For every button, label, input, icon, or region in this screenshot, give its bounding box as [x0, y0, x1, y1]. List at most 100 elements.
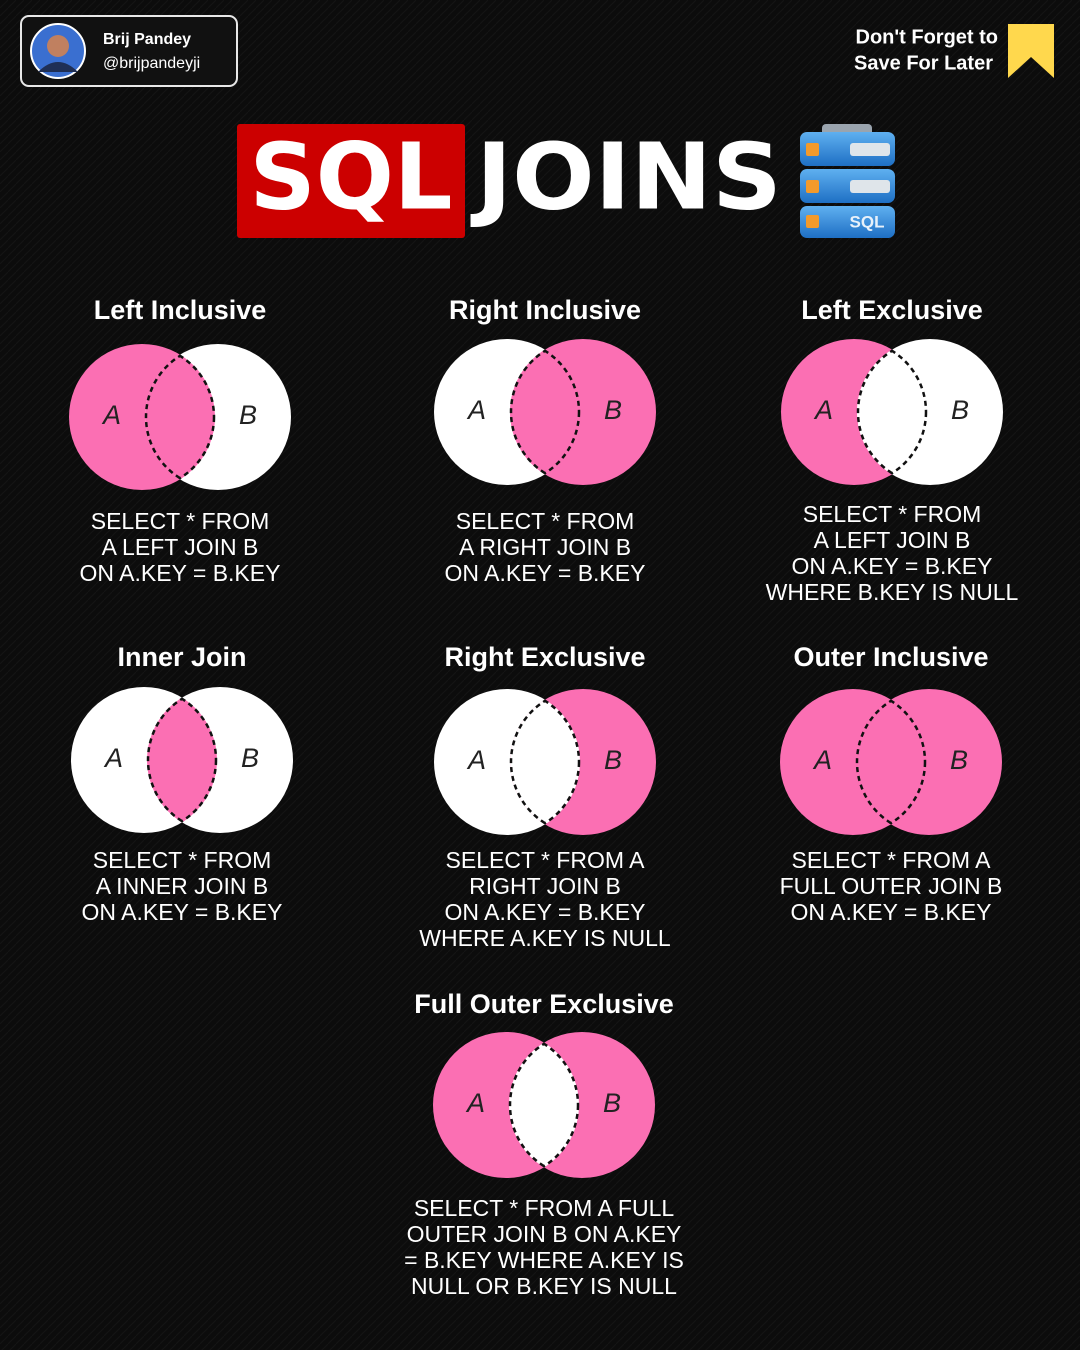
query-line: ON A.KEY = B.KEY: [445, 899, 646, 925]
query-line: ON A.KEY = B.KEY: [791, 899, 992, 925]
dashed-edge: [147, 687, 218, 833]
author-handle: @brijpandeyji: [103, 55, 200, 72]
query-line: SELECT * FROM A FULL: [414, 1195, 675, 1221]
db-layer: [800, 132, 895, 166]
overlap: [857, 339, 927, 485]
dashed-edge: [855, 689, 926, 835]
author-name: Brij Pandey: [103, 31, 191, 48]
set-label: A: [466, 745, 486, 775]
dashed-edge: [856, 689, 927, 835]
set-label: B: [604, 745, 622, 775]
dashed-edge: [509, 689, 580, 835]
query-line: FULL OUTER JOIN B: [780, 873, 1003, 899]
query-line: A INNER JOIN B: [96, 873, 269, 899]
set-label: B: [951, 395, 969, 425]
query-line: WHERE B.KEY IS NULL: [766, 579, 1019, 605]
save-note: Save For Later: [854, 52, 993, 74]
db-label: SQL: [850, 212, 885, 231]
overlap: [856, 689, 926, 835]
panel-title: Full Outer Exclusive: [414, 989, 674, 1019]
query-line: WHERE A.KEY IS NULL: [419, 925, 671, 951]
database-icon: SQL: [800, 124, 895, 238]
query-line: ON A.KEY = B.KEY: [445, 560, 646, 586]
query-line: NULL OR B.KEY IS NULL: [411, 1273, 677, 1299]
set-label: B: [950, 745, 968, 775]
set-label: A: [465, 1088, 485, 1118]
avatar-body: [38, 62, 78, 72]
query-line: SELECT * FROM: [91, 508, 270, 534]
query-line: RIGHT JOIN B: [469, 873, 621, 899]
dashed-edge: [146, 687, 217, 833]
dashed-edge: [145, 344, 216, 490]
query-line: SELECT * FROM: [93, 847, 272, 873]
query-line: = B.KEY WHERE A.KEY IS: [404, 1247, 684, 1273]
query-line: A RIGHT JOIN B: [459, 534, 631, 560]
set-label: A: [813, 395, 833, 425]
db-led: [806, 143, 819, 156]
dashed-edge: [510, 339, 581, 485]
set-label: B: [603, 1088, 621, 1118]
query-line: A LEFT JOIN B: [102, 534, 259, 560]
dashed-edge: [509, 1032, 580, 1178]
avatar-face: [47, 35, 69, 57]
db-led: [806, 180, 819, 193]
title-highlight-box: [237, 124, 465, 238]
overlap: [510, 339, 580, 485]
db-slot: [850, 143, 890, 156]
dashed-edge: [144, 344, 215, 490]
panel-title: Right Exclusive: [444, 642, 645, 672]
overlap: [510, 689, 580, 835]
db-layer: [800, 169, 895, 203]
panel-title: Left Exclusive: [801, 295, 983, 325]
query-line: SELECT * FROM: [456, 508, 635, 534]
overlap: [509, 1032, 579, 1178]
dashed-edge: [509, 339, 580, 485]
dashed-edge: [856, 339, 927, 485]
save-note: Don't Forget to: [856, 26, 999, 48]
query-line: ON A.KEY = B.KEY: [792, 553, 993, 579]
query-line: OUTER JOIN B ON A.KEY: [407, 1221, 682, 1247]
query-line: ON A.KEY = B.KEY: [82, 899, 283, 925]
overlap: [145, 344, 215, 490]
panel-title: Outer Inclusive: [793, 642, 988, 672]
panel-title: Right Inclusive: [449, 295, 641, 325]
bookmark-icon: [1008, 24, 1054, 78]
set-label: B: [604, 395, 622, 425]
set-label: A: [101, 400, 121, 430]
dashed-edge: [508, 1032, 579, 1178]
query-line: A LEFT JOIN B: [814, 527, 971, 553]
overlap: [147, 687, 217, 833]
db-layer: [800, 206, 895, 238]
dashed-edge: [510, 689, 581, 835]
db-slot: [850, 180, 890, 193]
title-text: JOINS: [470, 123, 782, 230]
panel-title: Inner Join: [117, 642, 246, 672]
db-led: [806, 215, 819, 228]
author-badge: Brij Pandey @brijpandeyji: [20, 15, 238, 87]
query-line: SELECT * FROM: [803, 501, 982, 527]
query-line: SELECT * FROM A: [792, 847, 992, 873]
set-label: A: [103, 743, 123, 773]
query-line: SELECT * FROM A: [446, 847, 646, 873]
query-line: ON A.KEY = B.KEY: [80, 560, 281, 586]
dashed-edge: [857, 339, 928, 485]
title-highlight: SQL: [249, 123, 452, 230]
panel-title: Left Inclusive: [94, 295, 267, 325]
set-label: B: [239, 400, 257, 430]
